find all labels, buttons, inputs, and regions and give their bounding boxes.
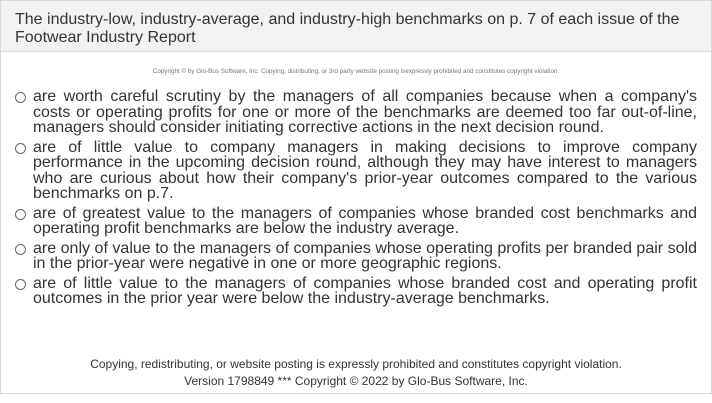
answer-options: are worth careful scrutiny by the manage… (1, 89, 711, 307)
answer-option-text: are of little value to the managers of c… (33, 274, 697, 307)
radio-button-2[interactable] (15, 142, 26, 154)
answer-option-text: are of greatest value to the managers of… (33, 204, 697, 237)
answer-option-2[interactable]: are of little value to company managers … (15, 138, 697, 202)
question-text: The industry-low, industry-average, and … (15, 11, 680, 46)
question-card: The industry-low, industry-average, and … (0, 0, 712, 394)
answer-option-text: are worth careful scrutiny by the manage… (33, 88, 697, 136)
answer-option-text: are only of value to the managers of com… (33, 239, 697, 272)
answer-option-4[interactable]: are only of value to the managers of com… (15, 239, 697, 272)
radio-button-3[interactable] (15, 208, 26, 220)
radio-button-5[interactable] (15, 278, 26, 290)
footer-version: Version 1798849 *** Copyright © 2022 by … (184, 374, 528, 388)
radio-button-4[interactable] (15, 243, 26, 255)
answer-option-text: are of little value to company managers … (33, 138, 697, 202)
radio-button-1[interactable] (15, 92, 26, 103)
answer-option-1[interactable]: are worth careful scrutiny by the manage… (15, 89, 697, 136)
answer-option-5[interactable]: are of little value to the managers of c… (15, 274, 697, 307)
question-header: The industry-low, industry-average, and … (1, 1, 711, 52)
footer-copyright-notice: Copying, redistributing, or website post… (90, 357, 622, 371)
footer: Copying, redistributing, or website post… (1, 356, 711, 390)
answer-option-3[interactable]: are of greatest value to the managers of… (15, 204, 697, 237)
copyright-notice-small: Copyright © by Glo-Bus Software, Inc. Co… (152, 68, 560, 75)
